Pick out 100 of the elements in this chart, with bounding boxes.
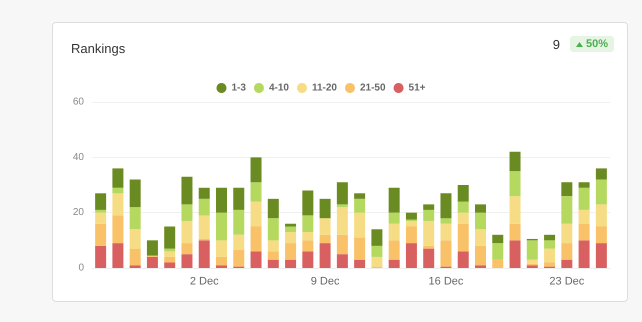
bar [198, 198, 210, 216]
bar [561, 196, 572, 224]
bar [458, 212, 469, 224]
bar [130, 265, 141, 268]
bar [130, 207, 141, 230]
bar [198, 240, 210, 268]
bar [181, 220, 192, 244]
bar [458, 202, 469, 213]
bar [216, 265, 227, 268]
bar [268, 260, 279, 268]
bar [268, 251, 279, 260]
y-tick-label: 20 [72, 207, 84, 218]
bar [336, 207, 348, 235]
bar [112, 188, 124, 194]
bar [578, 182, 590, 188]
bar [112, 193, 124, 216]
bar [181, 176, 192, 204]
bar [510, 224, 521, 240]
bar [492, 260, 504, 268]
bar [250, 251, 262, 268]
bar [388, 240, 400, 260]
bar [164, 251, 176, 257]
bar [423, 246, 434, 249]
bar [164, 226, 176, 249]
bar [371, 246, 382, 257]
bar [354, 193, 366, 199]
bar [526, 265, 538, 268]
bar [406, 226, 417, 244]
bar [561, 260, 572, 268]
bar [526, 240, 538, 260]
y-tick-label: 60 [72, 96, 84, 108]
legend-label: 21-50 [360, 82, 386, 94]
bar [250, 226, 262, 252]
bar [336, 234, 348, 254]
bar [526, 260, 538, 264]
bar [95, 210, 106, 213]
bar [285, 232, 296, 244]
bar [268, 198, 279, 218]
y-tick-label: 40 [72, 152, 84, 163]
bar [302, 232, 314, 240]
bar [406, 243, 417, 268]
bar [198, 188, 210, 199]
bar [561, 224, 572, 244]
bar [216, 212, 227, 240]
bar [423, 204, 434, 210]
text: 9 [552, 36, 560, 52]
bar [578, 188, 590, 210]
chart-title: Rankings [71, 41, 126, 56]
bar [578, 224, 590, 240]
bar [320, 198, 331, 218]
bar [250, 157, 262, 182]
bar [95, 212, 106, 224]
legend-label: 1-3 [231, 82, 246, 94]
bar [423, 220, 434, 246]
bar [561, 243, 572, 260]
bar [423, 248, 434, 268]
bar [544, 234, 556, 240]
bar [354, 198, 366, 213]
bar [285, 226, 296, 232]
bar [561, 182, 572, 196]
bar [95, 193, 106, 210]
bar [406, 220, 417, 226]
bar [440, 224, 452, 240]
bar [440, 240, 452, 267]
bar [510, 152, 521, 172]
bar [233, 210, 244, 235]
bar [371, 229, 382, 246]
bar [181, 254, 192, 268]
bar [492, 234, 504, 244]
bar [112, 168, 124, 188]
bar [510, 196, 521, 224]
bar [354, 212, 366, 238]
bar [181, 243, 192, 254]
bar [336, 182, 348, 204]
bar [354, 238, 366, 260]
bar [268, 240, 279, 252]
x-tick-label: 23 Dec [549, 276, 585, 288]
bar [95, 246, 106, 268]
y-tick-label: 0 [78, 262, 84, 274]
bar [302, 190, 314, 216]
bar [112, 243, 124, 268]
bar [458, 224, 469, 252]
bar [146, 240, 158, 256]
bar [596, 243, 607, 268]
bar [130, 229, 141, 249]
x-tick-label: 16 Dec [428, 276, 464, 288]
bar [510, 171, 521, 196]
bar [388, 224, 400, 240]
bar [233, 234, 244, 250]
bar [475, 265, 486, 268]
bar [320, 234, 331, 244]
bar [164, 256, 176, 262]
legend-label: 51+ [408, 82, 426, 94]
bar [510, 240, 521, 268]
bar [406, 212, 417, 220]
bar [112, 215, 124, 244]
bar [440, 193, 452, 218]
bar [388, 212, 400, 224]
bar [578, 240, 590, 268]
bar [578, 210, 590, 224]
